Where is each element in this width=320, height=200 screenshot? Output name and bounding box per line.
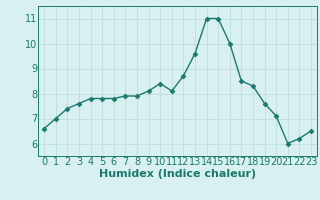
X-axis label: Humidex (Indice chaleur): Humidex (Indice chaleur) [99, 169, 256, 179]
